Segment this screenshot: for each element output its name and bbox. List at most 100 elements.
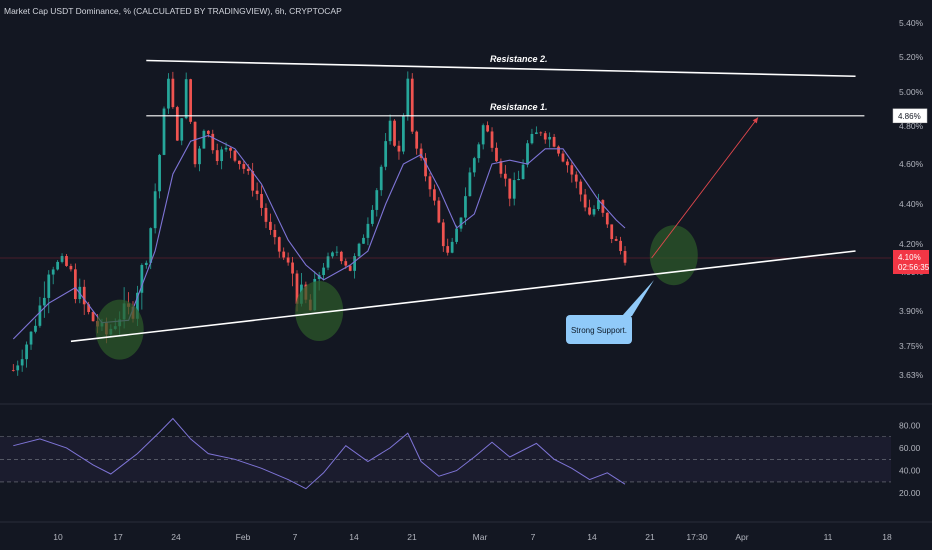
candle [481, 123, 485, 150]
rsi-tick-label: 80.00 [899, 420, 921, 430]
candle [335, 246, 339, 257]
price-axis-countdown: 02:56:35 [898, 263, 930, 272]
candle-body [255, 190, 259, 195]
candle-body [273, 229, 277, 238]
projection-arrow [651, 117, 759, 259]
candle [180, 118, 184, 146]
candle-body [437, 200, 441, 223]
candle-body [224, 147, 228, 150]
candle [251, 162, 255, 197]
resistance-axis-tag-label: 4.86% [898, 112, 921, 121]
time-tick-label: 10 [53, 532, 63, 542]
candle [508, 178, 512, 207]
price-pane[interactable] [0, 71, 891, 376]
candle [495, 142, 498, 162]
candle [348, 265, 352, 272]
candle [464, 187, 467, 225]
candle-body [393, 120, 396, 146]
candle [512, 172, 516, 206]
price-tick-label: 5.00% [899, 87, 924, 97]
chart-title: Market Cap USDT Dominance, % (CALCULATED… [4, 6, 342, 16]
candle-body [495, 147, 498, 162]
candle [592, 205, 596, 217]
candle [277, 236, 281, 258]
candle [623, 246, 627, 266]
candle [202, 129, 206, 149]
candle [353, 253, 357, 279]
candle [570, 160, 574, 183]
candle [291, 256, 294, 287]
time-tick-label: 21 [407, 532, 417, 542]
candle-body [366, 223, 370, 238]
candle [73, 263, 77, 304]
projection-arrowhead [752, 117, 758, 124]
candle-body [180, 118, 184, 141]
candle-body [282, 251, 286, 258]
candle [153, 183, 157, 234]
candle-body [65, 256, 68, 266]
time-tick-label: 11 [824, 532, 833, 542]
candle [402, 113, 405, 155]
candle [255, 182, 259, 201]
price-tick-label: 5.20% [899, 52, 924, 62]
time-tick-label: 17:30 [686, 532, 708, 542]
annotation-layer: Resistance 2. Resistance 1. Strong Support… [70, 54, 865, 360]
candle-body [508, 178, 512, 199]
time-tick-label: 7 [293, 532, 298, 542]
candle [370, 205, 374, 227]
candle-body [286, 257, 290, 263]
support-callout-label: Strong Support. [571, 326, 627, 335]
candle [397, 140, 401, 160]
candle [486, 121, 489, 133]
candle [566, 158, 569, 173]
candle-body [619, 240, 622, 252]
rsi-tick-label: 40.00 [899, 466, 921, 476]
candle-body [34, 325, 37, 332]
time-tick-label: Feb [236, 532, 251, 542]
candle [583, 188, 587, 212]
candle-body [623, 251, 627, 263]
support-callout-box [566, 315, 632, 344]
price-tick-label: 3.75% [899, 341, 924, 351]
candle-body [215, 150, 219, 162]
candle-body [597, 200, 600, 210]
candle [198, 146, 201, 172]
candle-body [601, 200, 605, 213]
candle [242, 160, 246, 174]
candle-body [344, 261, 348, 266]
time-tick-label: 21 [645, 532, 655, 542]
candle-body [419, 148, 423, 158]
resistance-2-label: Resistance 2. [490, 54, 548, 64]
candle [269, 213, 272, 235]
candle-body [477, 144, 481, 159]
candle-body [82, 286, 86, 305]
candle-body [20, 359, 24, 366]
candle-body [91, 312, 95, 322]
price-tick-label: 4.60% [899, 159, 924, 169]
candle [56, 260, 60, 271]
candle-body [490, 131, 494, 148]
price-axis-tag-label: 4.10% [898, 253, 921, 262]
candle [87, 301, 91, 315]
candle-body [588, 207, 591, 215]
candle [322, 262, 325, 281]
candle-body [410, 78, 414, 132]
candle [167, 73, 170, 114]
time-tick-label: 18 [882, 532, 892, 542]
candle-body [441, 222, 445, 247]
support-circle [95, 299, 144, 360]
candle [588, 199, 591, 216]
candle-body [455, 228, 458, 242]
candle-body [42, 297, 46, 306]
candle [16, 360, 20, 376]
candle-body [561, 153, 565, 162]
candle-body [335, 251, 339, 253]
candle-body [317, 275, 321, 279]
candle-body [348, 265, 352, 271]
candle [375, 188, 379, 217]
candle [384, 133, 388, 171]
candle [415, 130, 419, 155]
